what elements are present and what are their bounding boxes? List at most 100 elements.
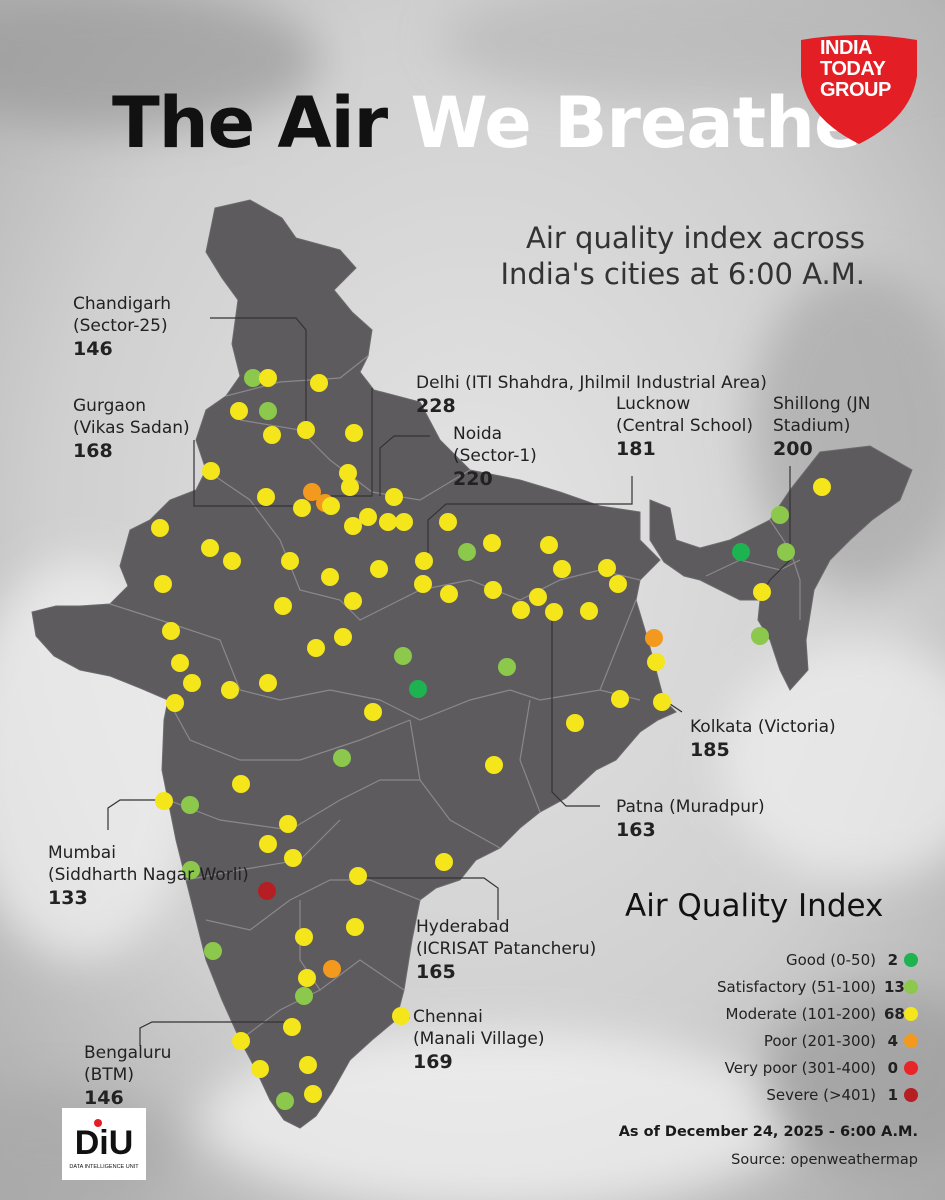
station-dot bbox=[204, 942, 222, 960]
callout-sub: Stadium) bbox=[773, 416, 851, 436]
as-of-date: As of December 24, 2025 - 6:00 A.M. bbox=[618, 1124, 918, 1140]
station-dot bbox=[232, 1032, 250, 1050]
callout-noida: Noida (Sector-1) 220 bbox=[453, 423, 537, 490]
callout-name: Noida bbox=[453, 424, 503, 444]
page-title: The Air We Breathe bbox=[112, 82, 861, 164]
station-dot bbox=[813, 478, 831, 496]
station-dot bbox=[553, 560, 571, 578]
legend-label: Moderate (101-200) bbox=[725, 1004, 876, 1023]
legend-swatch bbox=[904, 952, 918, 967]
state-borders bbox=[109, 355, 801, 1041]
station-dot bbox=[232, 775, 250, 793]
logo-text: INDIA TODAY GROUP bbox=[820, 38, 891, 101]
station-dot bbox=[344, 517, 362, 535]
logo-line-1: INDIA bbox=[820, 37, 872, 59]
logo-line-2: TODAY bbox=[820, 58, 886, 80]
callout-sub: (BTM) bbox=[84, 1065, 134, 1085]
callout-bengaluru: Bengaluru (BTM) 146 bbox=[84, 1042, 171, 1109]
station-dot bbox=[259, 369, 277, 387]
station-dot bbox=[307, 639, 325, 657]
legend-count: 68 bbox=[884, 1004, 905, 1023]
legend-swatch bbox=[904, 1033, 918, 1048]
station-dot bbox=[333, 749, 351, 767]
legend-row-satisfactory: Satisfactory (51-100) 13 bbox=[717, 973, 918, 1000]
callout-shillong: Shillong (JN Stadium) 200 bbox=[773, 393, 870, 460]
station-dot bbox=[263, 426, 281, 444]
callout-patna: Patna (Muradpur) 163 bbox=[616, 796, 765, 841]
station-dot bbox=[154, 575, 172, 593]
callout-value: 165 bbox=[416, 961, 456, 983]
legend-count: 2 bbox=[887, 950, 898, 969]
callout-hyderabad: Hyderabad (ICRISAT Patancheru) 165 bbox=[416, 916, 596, 983]
legend-count: 1 bbox=[887, 1085, 898, 1104]
callout-sub: (Sector-1) bbox=[453, 446, 537, 466]
station-dot bbox=[279, 815, 297, 833]
station-dot bbox=[647, 653, 665, 671]
station-dot bbox=[339, 464, 357, 482]
station-dot bbox=[395, 513, 413, 531]
station-dot bbox=[323, 960, 341, 978]
callout-chandigarh: Chandigarh (Sector-25) 146 bbox=[73, 293, 171, 360]
legend-row-poor: Poor (201-300) 4 bbox=[717, 1027, 918, 1054]
station-dot bbox=[385, 488, 403, 506]
callout-mumbai: Mumbai (Siddharth Nagar Worli) 133 bbox=[48, 842, 249, 909]
legend-label: Satisfactory (51-100) bbox=[716, 977, 876, 996]
station-dot bbox=[276, 1092, 294, 1110]
station-dot bbox=[299, 1056, 317, 1074]
station-dots bbox=[151, 369, 831, 1110]
station-dot bbox=[414, 575, 432, 593]
station-dot bbox=[274, 597, 292, 615]
callout-sub: (Siddharth Nagar Worli) bbox=[48, 865, 249, 885]
station-dot bbox=[183, 674, 201, 692]
station-dot bbox=[483, 534, 501, 552]
callout-kolkata: Kolkata (Victoria) 185 bbox=[690, 716, 836, 761]
station-dot bbox=[202, 462, 220, 480]
legend-swatch bbox=[904, 1060, 918, 1075]
station-dot bbox=[171, 654, 189, 672]
station-dot bbox=[379, 513, 397, 531]
callout-name: Chennai bbox=[413, 1007, 483, 1027]
legend-count: 0 bbox=[887, 1058, 898, 1077]
callout-name: Lucknow bbox=[616, 394, 691, 414]
legend: Good (0-50) 2 Satisfactory (51-100) 13 M… bbox=[717, 946, 918, 1108]
station-dot bbox=[295, 928, 313, 946]
callout-gurgaon: Gurgaon (Vikas Sadan) 168 bbox=[73, 395, 190, 462]
station-dot bbox=[484, 581, 502, 599]
callout-value: 228 bbox=[416, 395, 456, 417]
station-dot bbox=[485, 756, 503, 774]
station-dot bbox=[598, 559, 616, 577]
station-dot bbox=[281, 552, 299, 570]
station-dot bbox=[458, 543, 476, 561]
station-dot bbox=[303, 483, 321, 501]
legend-count: 4 bbox=[887, 1031, 898, 1050]
station-dot bbox=[304, 1085, 322, 1103]
callout-name: Kolkata (Victoria) bbox=[690, 717, 836, 737]
legend-swatch bbox=[904, 1087, 918, 1102]
station-dot bbox=[771, 506, 789, 524]
callout-name: Mumbai bbox=[48, 843, 116, 863]
station-dot bbox=[392, 1007, 410, 1025]
station-dot bbox=[162, 622, 180, 640]
station-dot bbox=[151, 519, 169, 537]
station-dot bbox=[182, 861, 200, 879]
station-dot bbox=[732, 543, 750, 561]
station-dot bbox=[295, 987, 313, 1005]
station-dot bbox=[166, 694, 184, 712]
station-dot bbox=[223, 552, 241, 570]
station-dot bbox=[346, 918, 364, 936]
station-dot bbox=[334, 628, 352, 646]
legend-label: Good (0-50) bbox=[785, 950, 876, 969]
station-dot bbox=[322, 497, 340, 515]
callout-value: 200 bbox=[773, 438, 813, 460]
legend-swatch bbox=[904, 979, 918, 994]
station-dot bbox=[394, 647, 412, 665]
callout-lucknow: Lucknow (Central School) 181 bbox=[616, 393, 753, 460]
callout-name: Hyderabad bbox=[416, 917, 510, 937]
callout-name: Shillong (JN bbox=[773, 394, 871, 414]
station-dot bbox=[540, 536, 558, 554]
station-dot bbox=[370, 560, 388, 578]
callout-value: 133 bbox=[48, 887, 88, 909]
callout-value: 163 bbox=[616, 819, 656, 841]
station-dot bbox=[609, 575, 627, 593]
